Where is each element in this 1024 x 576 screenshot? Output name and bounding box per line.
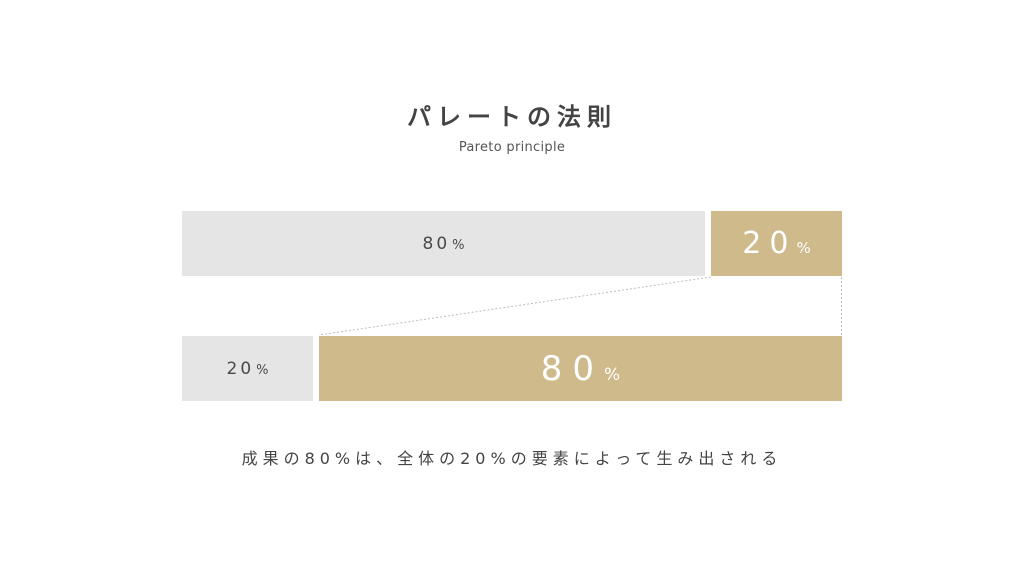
bottom-row-large-unit: % [604, 364, 621, 385]
bottom-row-small-segment: 20 % [182, 336, 313, 401]
page-title: パレートの法則 [407, 103, 617, 131]
bottom-row-large-segment: 80 % [319, 336, 842, 401]
bottom-row-large-number: 80 [540, 348, 605, 389]
bottom-row-large-value: 80 % [541, 349, 620, 389]
top-row-large-unit: % [452, 237, 465, 253]
top-row-large-segment: 80 % [182, 211, 705, 276]
connector-line-left [318, 276, 712, 336]
top-row-large-value: 80 % [423, 234, 465, 254]
top-row-small-segment: 20 % [711, 211, 842, 276]
bottom-row-small-value: 20 % [227, 359, 269, 379]
top-row-small-number: 20 [742, 226, 797, 261]
top-row-large-number: 80 [422, 233, 451, 254]
caption: 成果の80%は、全体の20%の要素によって生み出される [241, 449, 783, 468]
page-subtitle: Pareto principle [458, 140, 566, 155]
bottom-row-small-number: 20 [226, 358, 255, 379]
top-row-small-value: 20 % [742, 226, 810, 261]
bottom-row-small-unit: % [256, 362, 269, 378]
top-row-small-unit: % [796, 239, 811, 257]
